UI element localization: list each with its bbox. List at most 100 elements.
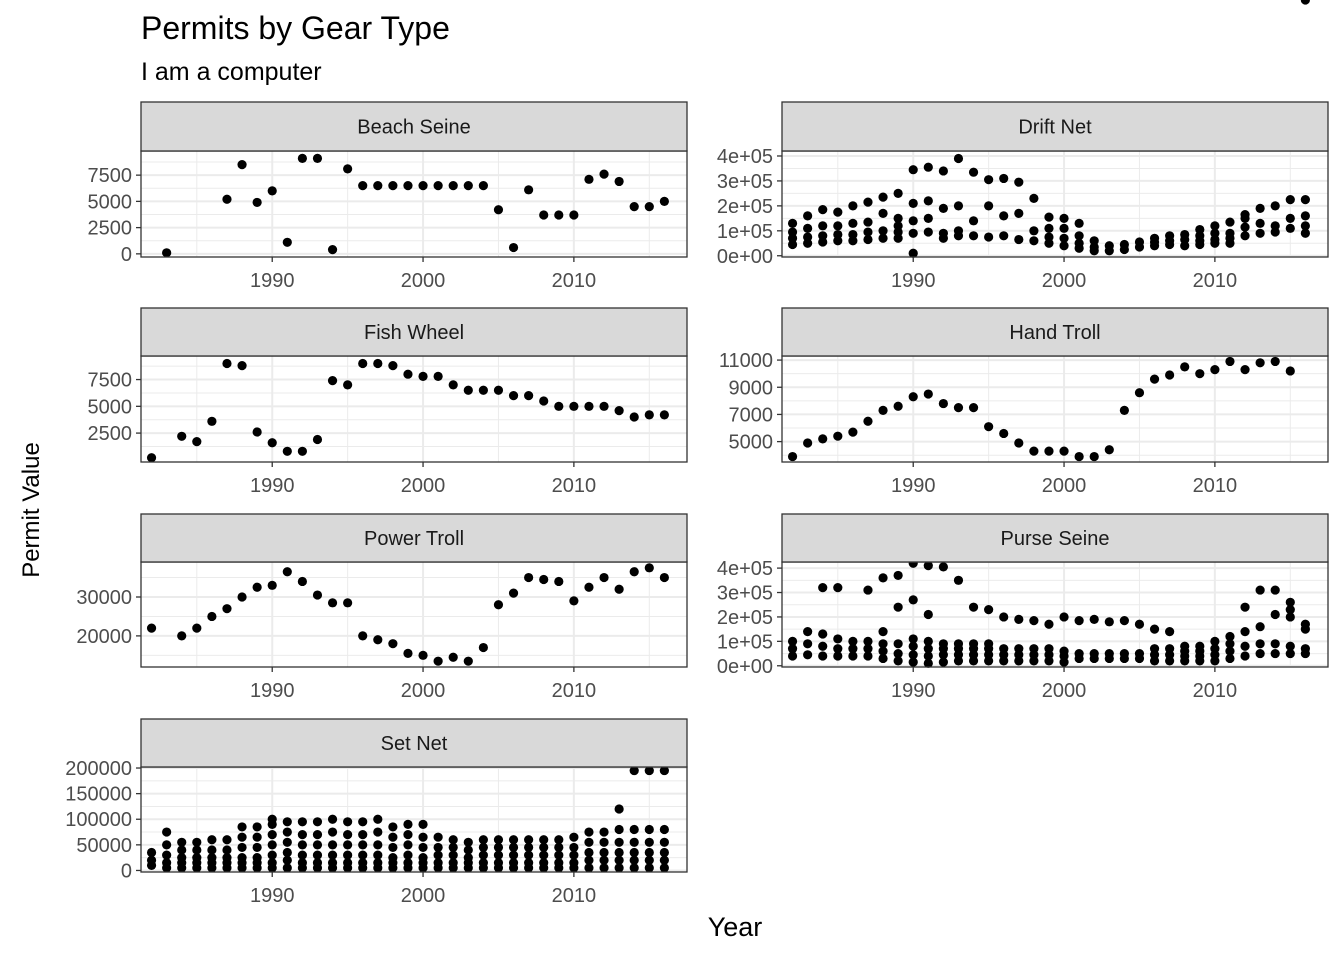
data-point	[999, 428, 1009, 439]
data-point	[1029, 446, 1039, 456]
data-point	[1014, 234, 1024, 245]
data-point	[848, 201, 858, 211]
data-point	[1240, 641, 1250, 651]
data-point	[508, 835, 519, 845]
facet-purse-seine: Purse Seine 1990 2000 2010 0e+00 1e+052e+053e…	[717, 513, 1329, 702]
data-point	[312, 840, 323, 850]
data-point	[803, 639, 813, 649]
data-point	[999, 173, 1009, 184]
data-point	[984, 175, 994, 185]
data-point	[1300, 211, 1310, 221]
y-tick-label: 5000	[88, 396, 133, 418]
facet-strip	[140, 307, 688, 357]
data-point	[1225, 217, 1235, 227]
data-point	[403, 369, 413, 379]
data-point	[878, 646, 888, 656]
data-point	[848, 218, 858, 228]
data-point	[599, 827, 609, 837]
data-point	[923, 196, 933, 206]
x-tick-label: 1990	[250, 270, 295, 292]
data-point	[644, 563, 654, 573]
data-point	[312, 817, 323, 827]
y-tick-label: 0e+00	[717, 246, 773, 268]
data-point	[629, 837, 639, 847]
panel-background	[141, 562, 687, 667]
data-point	[968, 656, 979, 666]
data-point	[968, 216, 979, 226]
data-point	[252, 842, 262, 853]
data-point	[162, 827, 172, 837]
x-tick-label: 1990	[891, 475, 936, 497]
data-point	[539, 863, 549, 873]
data-point	[1134, 653, 1145, 664]
data-point	[222, 835, 232, 845]
data-point	[833, 634, 843, 644]
data-point	[282, 817, 292, 827]
data-point	[629, 847, 639, 858]
data-point	[282, 237, 292, 247]
data-point	[599, 855, 609, 865]
data-point	[252, 427, 262, 437]
data-point	[863, 651, 873, 661]
data-point	[999, 231, 1009, 241]
data-point	[312, 153, 323, 163]
data-point	[908, 392, 918, 402]
data-point	[968, 231, 979, 241]
data-point	[1014, 656, 1024, 666]
data-point	[659, 196, 669, 206]
data-point	[1285, 641, 1295, 651]
data-point	[192, 437, 202, 447]
data-point	[327, 827, 338, 837]
data-point	[629, 855, 639, 865]
data-point	[878, 639, 888, 649]
data-point	[267, 830, 277, 840]
data-point	[463, 863, 473, 873]
data-point	[1059, 241, 1069, 251]
data-point	[403, 819, 413, 829]
data-point	[237, 822, 247, 832]
x-tick-label: 1990	[250, 475, 295, 497]
y-tick-label: 7500	[88, 165, 133, 187]
data-point	[463, 656, 473, 666]
data-point	[1225, 653, 1235, 664]
data-point	[478, 835, 488, 845]
data-point	[1165, 370, 1175, 380]
data-point	[833, 644, 843, 654]
data-point	[222, 194, 232, 204]
data-point	[1285, 597, 1295, 607]
data-point	[1165, 656, 1175, 666]
data-point	[1240, 364, 1250, 375]
x-tick-label: 2010	[1193, 270, 1238, 292]
x-tick-label: 1990	[891, 680, 936, 702]
data-point	[1074, 231, 1084, 241]
data-point	[252, 582, 262, 592]
data-point	[177, 837, 187, 847]
x-tick-label: 2000	[1042, 680, 1087, 702]
data-point	[863, 585, 873, 595]
data-point	[787, 451, 798, 462]
data-point	[373, 814, 383, 824]
data-point	[312, 434, 323, 445]
data-point	[1029, 226, 1039, 236]
data-point	[252, 832, 262, 842]
data-point	[878, 573, 888, 583]
data-point	[343, 380, 353, 390]
data-point	[644, 410, 654, 420]
data-point	[162, 850, 172, 860]
data-point	[1270, 609, 1280, 620]
data-point	[343, 850, 353, 860]
y-tick-label: 1e+05	[717, 631, 773, 653]
data-point	[863, 217, 873, 227]
y-tick-label: 2e+05	[717, 607, 773, 629]
data-point	[1059, 213, 1069, 223]
data-point	[833, 583, 843, 593]
data-point	[923, 162, 933, 172]
data-point	[192, 837, 202, 847]
data-point	[1059, 223, 1069, 233]
data-point	[629, 765, 639, 776]
data-point	[1285, 366, 1295, 376]
data-point	[893, 648, 903, 659]
data-point	[373, 827, 383, 837]
data-point	[524, 850, 534, 860]
data-point	[358, 830, 368, 840]
